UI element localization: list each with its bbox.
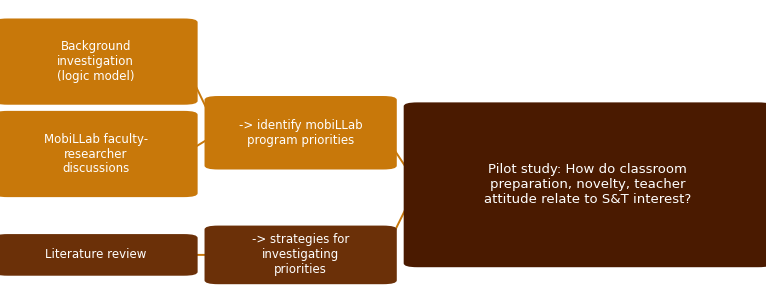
- Text: Background
investigation
(logic model): Background investigation (logic model): [57, 40, 135, 83]
- FancyBboxPatch shape: [205, 96, 397, 169]
- Text: MobiLLab faculty-
researcher
discussions: MobiLLab faculty- researcher discussions: [44, 132, 148, 176]
- Text: Literature review: Literature review: [45, 248, 146, 261]
- Text: -> strategies for
investigating
priorities: -> strategies for investigating prioriti…: [252, 233, 349, 276]
- Text: -> identify mobiLLab
program priorities: -> identify mobiLLab program priorities: [239, 119, 362, 147]
- FancyBboxPatch shape: [205, 225, 397, 284]
- FancyBboxPatch shape: [0, 234, 198, 276]
- FancyBboxPatch shape: [0, 18, 198, 105]
- FancyBboxPatch shape: [404, 102, 766, 267]
- Text: Pilot study: How do classroom
preparation, novelty, teacher
attitude relate to S: Pilot study: How do classroom preparatio…: [484, 163, 692, 206]
- FancyBboxPatch shape: [0, 111, 198, 197]
